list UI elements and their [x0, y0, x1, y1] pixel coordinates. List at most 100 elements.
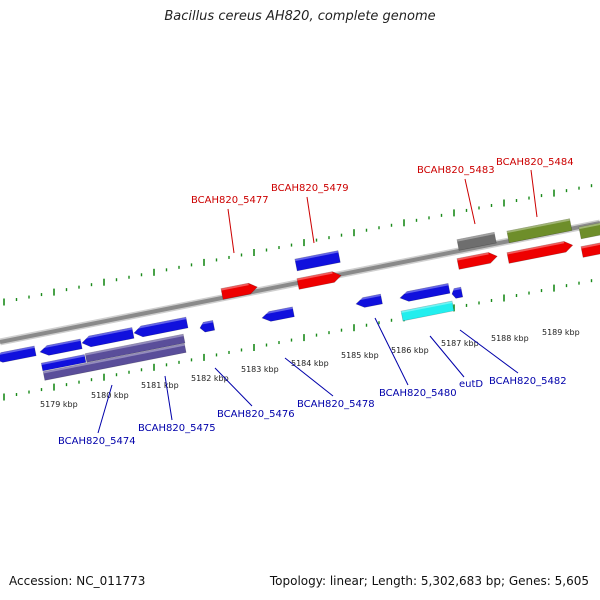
- scale-label: 5184 kbp: [291, 359, 329, 368]
- gene-label-top: BCAH820_5479: [271, 183, 349, 194]
- gene-highlight: [39, 338, 81, 350]
- scale-labels: 5179 kbp 5180 kbp 5181 kbp 5182 kbp 5183 kbp…: [40, 328, 580, 409]
- gene-body: [456, 231, 497, 251]
- gene-label-bottom: BCAH820_5480: [379, 388, 457, 399]
- scale-label: 5179 kbp: [40, 400, 78, 409]
- gene-arrow[interactable]: [199, 320, 216, 333]
- gene-highlight: [399, 283, 449, 296]
- gene-highlight: [456, 252, 489, 261]
- scale-label: 5181 kbp: [141, 381, 179, 390]
- gene-highlight: [0, 345, 35, 357]
- gene-arrow[interactable]: [355, 293, 383, 309]
- gene-body: [40, 354, 87, 372]
- gene-arrow[interactable]: [456, 231, 497, 251]
- gene-body: [399, 283, 451, 302]
- gene-highlight: [220, 283, 249, 291]
- gene-arrow[interactable]: [456, 251, 498, 270]
- gene-label-bottom: BCAH820_5476: [217, 409, 295, 420]
- leader-line-top: [306, 196, 315, 244]
- genome-summary-text: Topology: linear; Length: 5,302,683 bp; …: [269, 574, 589, 588]
- gene-body: [506, 241, 574, 264]
- gene-arrow[interactable]: [506, 240, 574, 264]
- gene-body: [133, 316, 189, 338]
- gene-highlight: [355, 294, 381, 302]
- gene-arrow[interactable]: [261, 306, 295, 323]
- gene-label-bottom: BCAH820_5478: [297, 399, 375, 410]
- leader-line-top: [530, 169, 538, 218]
- gene-body: [456, 252, 498, 270]
- gene-highlight: [401, 300, 453, 314]
- gene-label-bottom: BCAH820_5475: [138, 423, 216, 434]
- leader-line-bottom: [97, 384, 113, 434]
- gene-body: [580, 242, 600, 258]
- gene-highlight: [506, 218, 571, 234]
- gene-body: [220, 282, 258, 300]
- gene-arrow[interactable]: [294, 250, 341, 272]
- accession-text: Accession: NC_011773: [9, 574, 146, 588]
- gene-highlight: [85, 334, 184, 356]
- gene-body: [261, 306, 295, 322]
- leader-line-top: [464, 178, 476, 225]
- upper-tick-row: [3, 184, 593, 306]
- map-title: Bacillus cereus AH820, complete genome: [164, 9, 436, 24]
- gene-arrow[interactable]: [132, 316, 189, 338]
- gene-arrow[interactable]: [40, 354, 87, 372]
- gene-arrow[interactable]: [220, 282, 258, 300]
- label-leader-lines: [97, 169, 538, 434]
- scale-label: 5182 kbp: [191, 374, 229, 383]
- gene-label-top: BCAH820_5483: [417, 165, 495, 176]
- leader-line-bottom: [374, 317, 409, 386]
- scale-label: 5186 kbp: [391, 346, 429, 355]
- gene-body: [355, 293, 383, 308]
- leader-line-bottom: [429, 335, 465, 378]
- gene-body: [0, 345, 37, 363]
- leader-line-top: [227, 208, 235, 254]
- leader-line-bottom: [459, 329, 519, 374]
- scale-label: 5180 kbp: [91, 391, 129, 400]
- gene-body: [199, 320, 216, 333]
- gene-arrow[interactable]: [80, 327, 135, 349]
- scale-label: 5187 kbp: [441, 339, 479, 348]
- gene-highlight: [43, 343, 185, 374]
- gene-body: [451, 286, 464, 299]
- leader-line-bottom: [284, 357, 334, 397]
- leader-line-bottom: [214, 367, 253, 407]
- gene-highlight: [199, 320, 214, 326]
- gene-arrow[interactable]: [39, 338, 83, 357]
- gene-body: [506, 218, 573, 244]
- gene-label-top: BCAH820_5484: [496, 157, 574, 168]
- gene-arrow[interactable]: [84, 333, 186, 363]
- gene-highlight: [506, 241, 565, 255]
- gene-arrow[interactable]: [578, 220, 600, 240]
- gene-features[interactable]: [0, 218, 600, 381]
- gene-body: [296, 271, 342, 290]
- scale-label: 5188 kbp: [491, 334, 529, 343]
- gene-highlight: [580, 242, 600, 249]
- gene-label-bottom: BCAH820_5482: [489, 376, 567, 387]
- gene-body: [578, 220, 600, 240]
- gene-body: [84, 333, 186, 363]
- scale-label: 5185 kbp: [341, 351, 379, 360]
- gene-arrow[interactable]: [451, 286, 464, 299]
- gene-label-bottom: eutD: [459, 379, 483, 390]
- gene-arrow[interactable]: [0, 345, 37, 364]
- gene-highlight: [456, 232, 495, 242]
- scale-label: 5183 kbp: [241, 365, 279, 374]
- gene-labels: BCAH820_5477BCAH820_5479BCAH820_5483BCAH…: [58, 157, 574, 447]
- gene-arrow[interactable]: [506, 218, 573, 244]
- gene-highlight: [578, 221, 600, 230]
- gene-body: [400, 300, 455, 322]
- gene-highlight: [451, 287, 462, 292]
- gene-arrow[interactable]: [400, 300, 455, 322]
- gene-arrow[interactable]: [42, 343, 187, 381]
- gene-highlight: [294, 250, 339, 262]
- gene-arrow[interactable]: [399, 283, 451, 303]
- gene-body: [39, 338, 83, 356]
- gene-label-top: BCAH820_5477: [191, 195, 269, 206]
- gene-highlight: [296, 271, 333, 281]
- gene-body: [42, 343, 187, 381]
- gene-arrow[interactable]: [580, 241, 600, 258]
- gene-highlight: [261, 306, 293, 316]
- gene-arrow[interactable]: [296, 270, 342, 290]
